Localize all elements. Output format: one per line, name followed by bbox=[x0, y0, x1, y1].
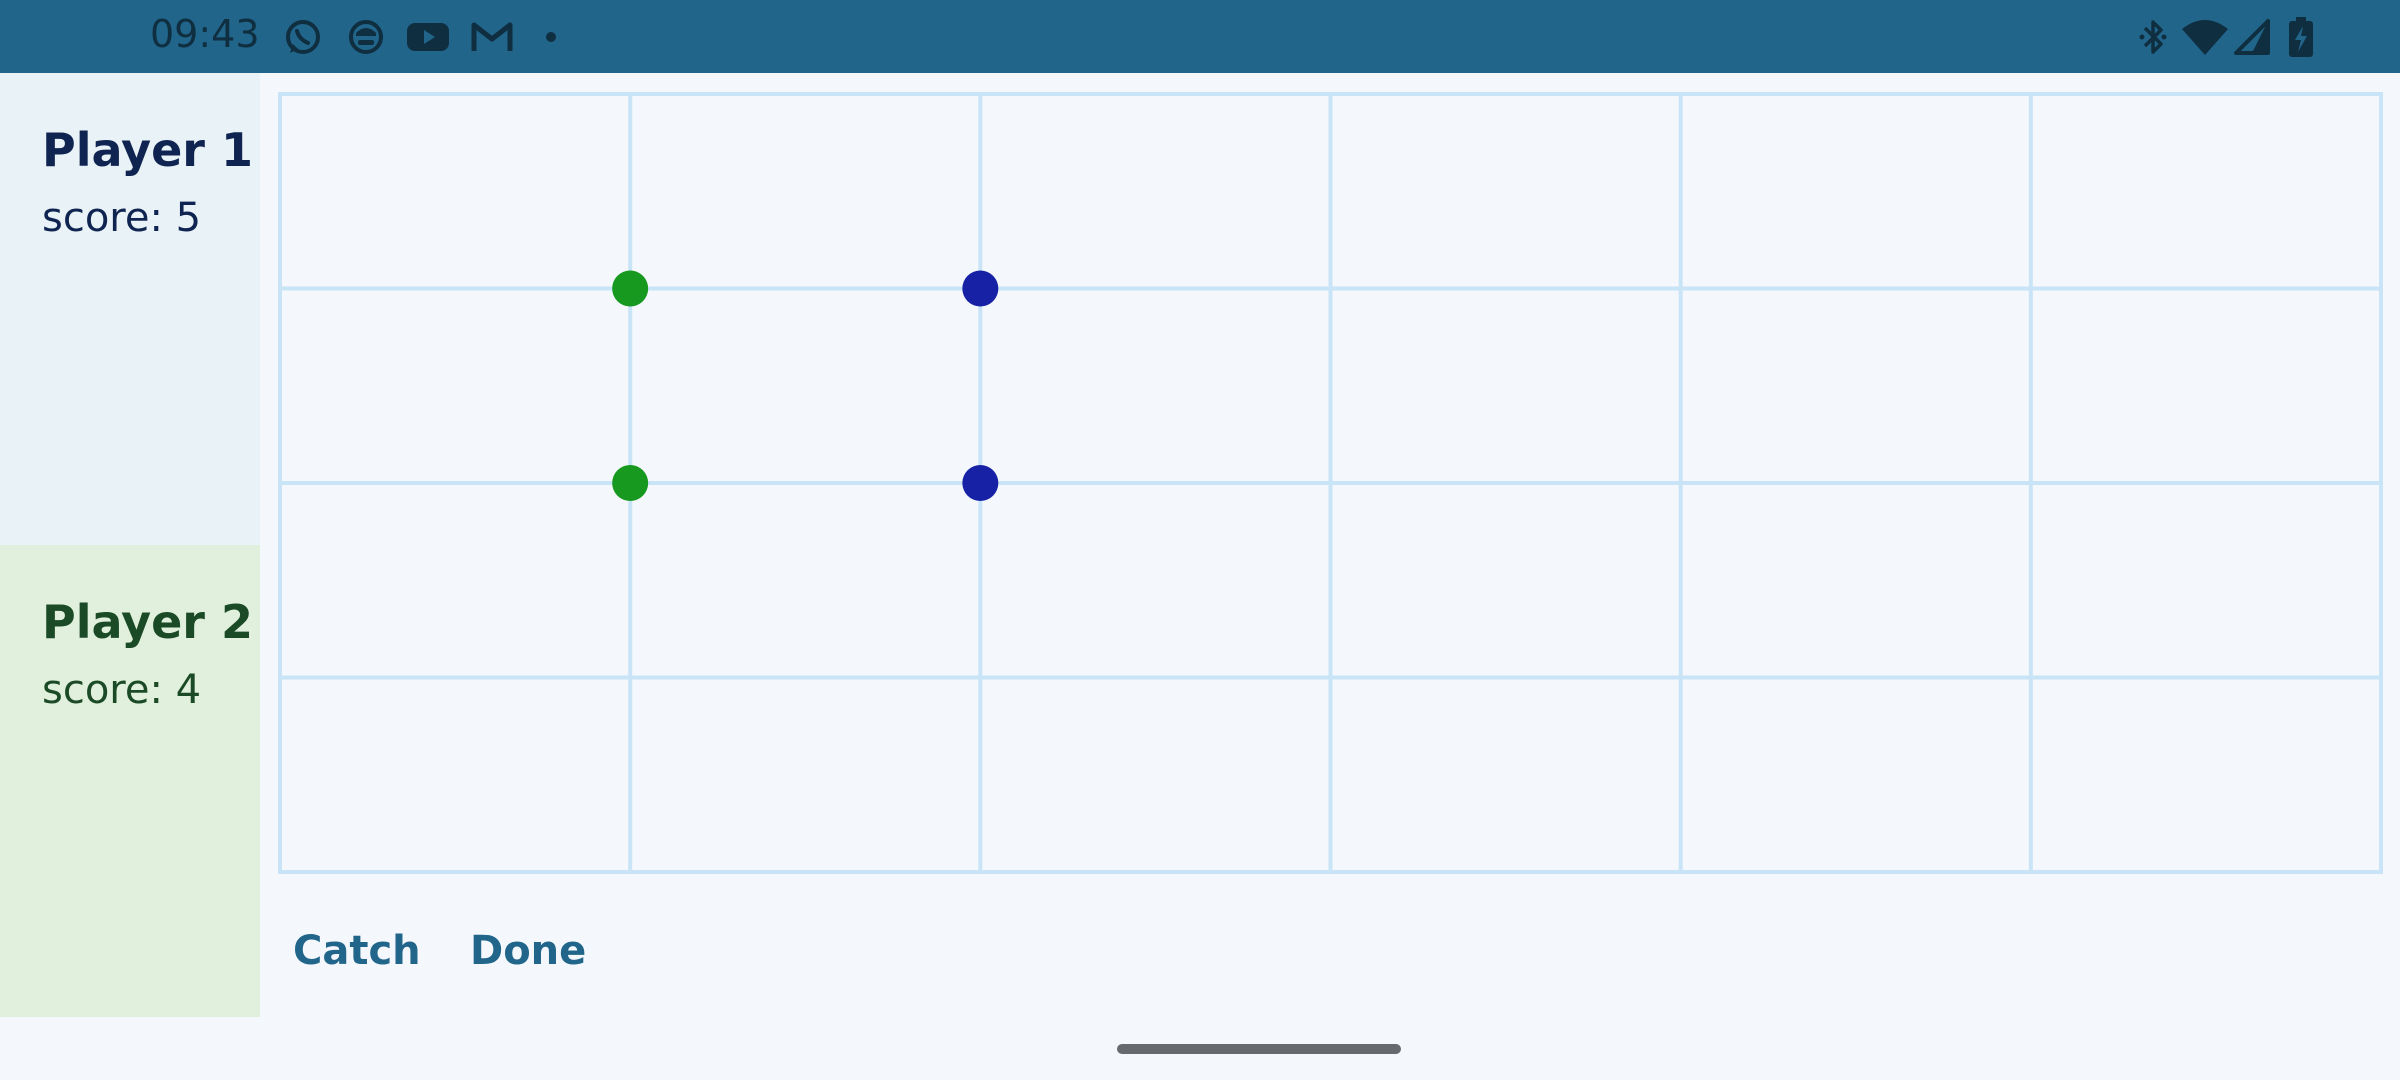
player-1-panel: Player 1 score: 5 bbox=[0, 73, 260, 545]
catch-button[interactable]: Catch bbox=[293, 928, 421, 974]
youtube-icon bbox=[405, 17, 451, 62]
gmail-icon bbox=[470, 17, 514, 62]
player-2-name: Player 2 bbox=[42, 595, 253, 649]
wifi-icon bbox=[2180, 17, 2230, 62]
player-1-dot bbox=[962, 465, 999, 501]
player-2-dot bbox=[612, 270, 649, 307]
player-1-dot bbox=[962, 270, 999, 307]
cell-signal-icon bbox=[2232, 17, 2272, 62]
status-bar: 09:43 bbox=[0, 0, 2400, 73]
player-1-name: Player 1 bbox=[42, 123, 253, 177]
board-grid[interactable] bbox=[278, 92, 2383, 874]
home-indicator[interactable] bbox=[1117, 1044, 1401, 1054]
player-1-score: score: 5 bbox=[42, 195, 202, 241]
done-button[interactable]: Done bbox=[470, 928, 587, 974]
player-2-score: score: 4 bbox=[42, 667, 202, 713]
battery-charging-icon bbox=[2286, 17, 2316, 62]
game-board[interactable] bbox=[278, 92, 2383, 874]
app-face-icon bbox=[346, 17, 386, 62]
status-time: 09:43 bbox=[150, 12, 260, 56]
player-2-dot bbox=[612, 465, 649, 501]
player-2-panel: Player 2 score: 4 bbox=[0, 545, 260, 1017]
whatsapp-icon bbox=[283, 17, 323, 62]
dot-icon bbox=[544, 17, 558, 62]
bluetooth-icon bbox=[2135, 17, 2171, 62]
